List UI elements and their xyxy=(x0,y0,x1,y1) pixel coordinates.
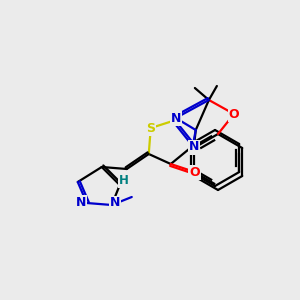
Text: O: O xyxy=(229,107,239,121)
Text: N: N xyxy=(189,140,199,154)
Text: N: N xyxy=(171,112,181,124)
Text: N: N xyxy=(76,196,86,208)
Text: N: N xyxy=(110,196,120,209)
Text: H: H xyxy=(119,175,129,188)
Text: O: O xyxy=(189,166,200,178)
Text: S: S xyxy=(146,122,155,134)
